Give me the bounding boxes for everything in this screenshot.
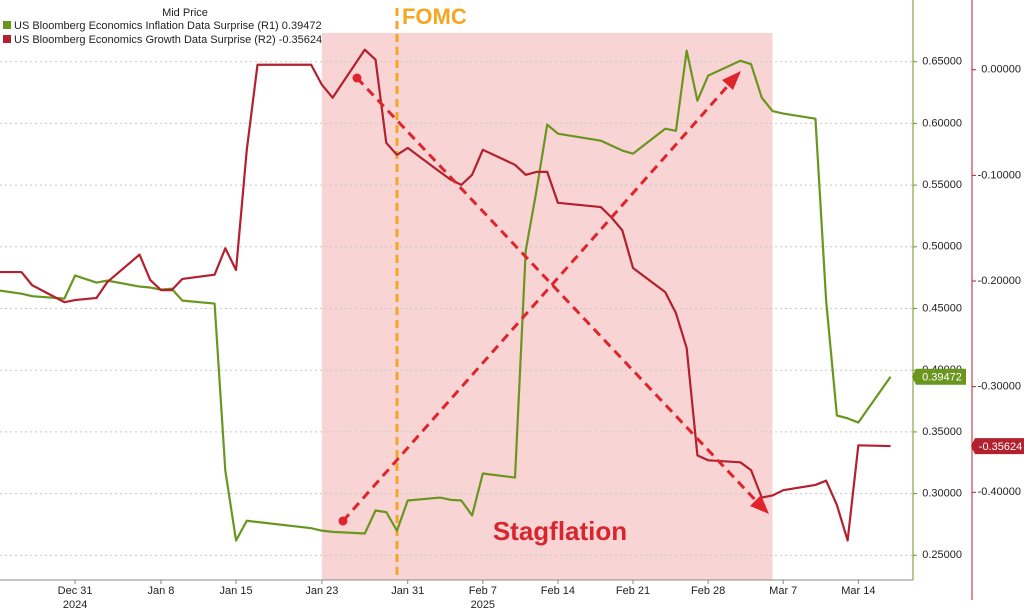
- fomc-label: FOMC: [402, 4, 467, 29]
- x-tick-label: Dec 31: [58, 585, 93, 597]
- arrow: [341, 79, 735, 522]
- legend-swatch: [3, 21, 11, 29]
- x-tick-label: Mar 7: [769, 585, 797, 597]
- x-tick-label: Feb 7: [469, 585, 497, 597]
- x-tick-label: Feb 28: [691, 585, 725, 597]
- last-value-label: 0.39472: [922, 372, 962, 384]
- x-tick-label: Jan 8: [147, 585, 174, 597]
- y-tick-label: 0.25000: [922, 549, 962, 561]
- x-tick-label: Jan 23: [305, 585, 338, 597]
- over-layer: 0.39472 -0.35624: [338, 71, 1024, 526]
- legend-label: US Bloomberg Economics Growth Data Surpr…: [14, 34, 322, 46]
- x-tick-label: Jan 15: [220, 585, 253, 597]
- y2-tick-label: -0.10000: [978, 169, 1021, 181]
- y2-tick-label: -0.20000: [978, 275, 1021, 287]
- shaded-region: [321, 33, 773, 580]
- y-tick-label: 0.45000: [922, 302, 962, 314]
- y2-tick-label: -0.40000: [978, 486, 1021, 498]
- legend-swatch: [3, 35, 11, 43]
- y-tick-label: 0.35000: [922, 426, 962, 438]
- last-value-label: -0.35624: [979, 441, 1022, 453]
- arrow-start: [352, 73, 362, 83]
- y-tick-label: 0.55000: [922, 179, 962, 191]
- last-value-box: [971, 438, 1024, 455]
- y2-tick-label: 0.00000: [981, 64, 1021, 76]
- arrow-start: [338, 516, 348, 526]
- x-tick-label: Feb 14: [541, 585, 575, 597]
- y-tick-label: 0.30000: [922, 488, 962, 500]
- year-label: 2025: [471, 599, 495, 611]
- last-value-box: [912, 368, 966, 385]
- y-tick-label: 0.50000: [922, 241, 962, 253]
- chart-title: Mid Price: [162, 7, 208, 19]
- arrow-head: [722, 71, 741, 90]
- y-tick-label: 0.65000: [922, 56, 962, 68]
- y2-tick-label: -0.30000: [978, 381, 1021, 393]
- arrow-head: [750, 495, 769, 514]
- arrow: [355, 76, 762, 507]
- x-tick-label: Mar 14: [841, 585, 875, 597]
- x-tick-label: Jan 31: [391, 585, 424, 597]
- year-label: 2024: [63, 599, 87, 611]
- legend: US Bloomberg Economics Inflation Data Su…: [3, 20, 322, 46]
- y-tick-label: 0.60000: [922, 117, 962, 129]
- x-tick-label: Feb 21: [616, 585, 650, 597]
- stagflation-label: Stagflation: [493, 516, 627, 546]
- legend-label: US Bloomberg Economics Inflation Data Su…: [14, 20, 322, 32]
